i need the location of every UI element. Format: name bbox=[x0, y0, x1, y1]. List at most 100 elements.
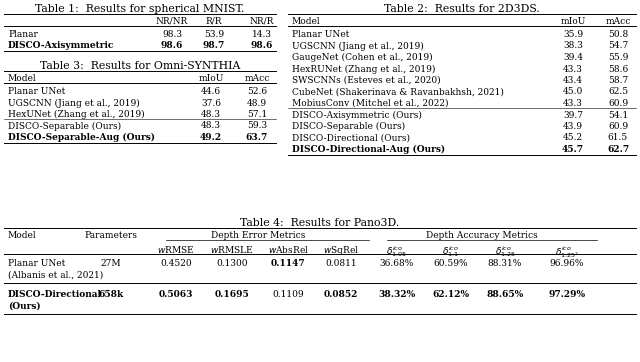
Text: 45.7: 45.7 bbox=[562, 145, 584, 154]
Text: 48.3: 48.3 bbox=[201, 110, 221, 119]
Text: Depth Error Metrics: Depth Error Metrics bbox=[211, 231, 306, 240]
Text: 39.4: 39.4 bbox=[563, 53, 583, 62]
Text: mIoU: mIoU bbox=[198, 74, 224, 83]
Text: 0.1695: 0.1695 bbox=[214, 290, 250, 299]
Text: (Albanis et al., 2021): (Albanis et al., 2021) bbox=[8, 270, 103, 279]
Text: MobiusConv (Mitchel et al., 2022): MobiusConv (Mitchel et al., 2022) bbox=[292, 99, 449, 108]
Text: DISCO-Directional: DISCO-Directional bbox=[8, 290, 102, 299]
Text: CubeNet (Shakerinava & Ravanbakhsh, 2021): CubeNet (Shakerinava & Ravanbakhsh, 2021… bbox=[292, 88, 504, 97]
Text: UGSCNN (Jiang et al., 2019): UGSCNN (Jiang et al., 2019) bbox=[8, 98, 140, 108]
Text: DISCO-Axisymmetric: DISCO-Axisymmetric bbox=[8, 42, 115, 51]
Text: mAcc: mAcc bbox=[605, 17, 630, 26]
Text: Table 2:  Results for 2D3DS.: Table 2: Results for 2D3DS. bbox=[384, 4, 540, 14]
Text: 0.5063: 0.5063 bbox=[159, 290, 193, 299]
Text: $\delta^{ico}_{1.1}$: $\delta^{ico}_{1.1}$ bbox=[442, 244, 460, 259]
Text: $\delta^{ico}_{1.25}$: $\delta^{ico}_{1.25}$ bbox=[495, 244, 515, 259]
Text: 35.9: 35.9 bbox=[563, 30, 583, 39]
Text: 0.1147: 0.1147 bbox=[271, 259, 305, 268]
Text: DISCO-Separable (Ours): DISCO-Separable (Ours) bbox=[8, 122, 121, 131]
Text: UGSCNN (Jiang et al., 2019): UGSCNN (Jiang et al., 2019) bbox=[292, 42, 424, 51]
Text: 39.7: 39.7 bbox=[563, 110, 583, 119]
Text: DISCO-Axisymmetric (Ours): DISCO-Axisymmetric (Ours) bbox=[292, 110, 422, 119]
Text: 43.4: 43.4 bbox=[563, 76, 583, 85]
Text: $w$AbsRel: $w$AbsRel bbox=[268, 244, 308, 255]
Text: 0.0811: 0.0811 bbox=[325, 259, 357, 268]
Text: R/R: R/R bbox=[205, 17, 222, 26]
Text: Table 1:  Results for spherical MNIST.: Table 1: Results for spherical MNIST. bbox=[35, 4, 244, 14]
Text: 53.9: 53.9 bbox=[204, 30, 224, 39]
Text: 49.2: 49.2 bbox=[200, 133, 222, 142]
Text: 45.0: 45.0 bbox=[563, 88, 583, 97]
Text: 97.29%: 97.29% bbox=[548, 290, 586, 299]
Text: 43.3: 43.3 bbox=[563, 99, 583, 108]
Text: $w$SqRel: $w$SqRel bbox=[323, 244, 359, 257]
Text: Model: Model bbox=[8, 231, 36, 240]
Text: 43.9: 43.9 bbox=[563, 122, 583, 131]
Text: $w$RMSE: $w$RMSE bbox=[157, 244, 195, 255]
Text: HexRUNet (Zhang et al., 2019): HexRUNet (Zhang et al., 2019) bbox=[292, 64, 435, 73]
Text: 0.1109: 0.1109 bbox=[272, 290, 304, 299]
Text: DISCO-Separable (Ours): DISCO-Separable (Ours) bbox=[292, 122, 405, 131]
Text: 60.9: 60.9 bbox=[608, 122, 628, 131]
Text: Model: Model bbox=[8, 74, 36, 83]
Text: 57.1: 57.1 bbox=[247, 110, 267, 119]
Text: mAcc: mAcc bbox=[244, 74, 269, 83]
Text: 44.6: 44.6 bbox=[201, 87, 221, 96]
Text: DISCO-Directional-Aug (Ours): DISCO-Directional-Aug (Ours) bbox=[292, 145, 445, 154]
Text: $\delta^{ico}_{1.25^2}$: $\delta^{ico}_{1.25^2}$ bbox=[556, 244, 579, 260]
Text: DISCO-Directional (Ours): DISCO-Directional (Ours) bbox=[292, 134, 410, 143]
Text: Model: Model bbox=[292, 17, 321, 26]
Text: Planar: Planar bbox=[8, 30, 38, 39]
Text: $w$RMSLE: $w$RMSLE bbox=[211, 244, 253, 255]
Text: 98.7: 98.7 bbox=[203, 42, 225, 51]
Text: 96.96%: 96.96% bbox=[550, 259, 584, 268]
Text: GaugeNet (Cohen et al., 2019): GaugeNet (Cohen et al., 2019) bbox=[292, 53, 433, 62]
Text: 62.5: 62.5 bbox=[608, 88, 628, 97]
Text: 58.7: 58.7 bbox=[608, 76, 628, 85]
Text: 88.65%: 88.65% bbox=[486, 290, 524, 299]
Text: HexUNet (Zhang et al., 2019): HexUNet (Zhang et al., 2019) bbox=[8, 110, 145, 119]
Text: 60.9: 60.9 bbox=[608, 99, 628, 108]
Text: 54.1: 54.1 bbox=[608, 110, 628, 119]
Text: 0.1300: 0.1300 bbox=[216, 259, 248, 268]
Text: (Ours): (Ours) bbox=[8, 302, 40, 311]
Text: 38.32%: 38.32% bbox=[378, 290, 415, 299]
Text: 36.68%: 36.68% bbox=[380, 259, 414, 268]
Text: 60.59%: 60.59% bbox=[434, 259, 468, 268]
Text: DISCO-Separable-Aug (Ours): DISCO-Separable-Aug (Ours) bbox=[8, 133, 155, 142]
Text: mIoU: mIoU bbox=[560, 17, 586, 26]
Text: 48.9: 48.9 bbox=[247, 98, 267, 108]
Text: 48.3: 48.3 bbox=[201, 122, 221, 130]
Text: Parameters: Parameters bbox=[84, 231, 138, 240]
Text: 0.4520: 0.4520 bbox=[160, 259, 192, 268]
Text: Planar UNet: Planar UNet bbox=[8, 259, 65, 268]
Text: 59.3: 59.3 bbox=[247, 122, 267, 130]
Text: 62.12%: 62.12% bbox=[433, 290, 470, 299]
Text: 43.3: 43.3 bbox=[563, 64, 583, 73]
Text: 98.6: 98.6 bbox=[161, 42, 183, 51]
Text: 58.6: 58.6 bbox=[608, 64, 628, 73]
Text: SWSCNNs (Esteves et al., 2020): SWSCNNs (Esteves et al., 2020) bbox=[292, 76, 440, 85]
Text: NR/NR: NR/NR bbox=[156, 17, 188, 26]
Text: 63.7: 63.7 bbox=[246, 133, 268, 142]
Text: $\delta^{ico}_{1.05}$: $\delta^{ico}_{1.05}$ bbox=[387, 244, 408, 259]
Text: 55.9: 55.9 bbox=[608, 53, 628, 62]
Text: 37.6: 37.6 bbox=[201, 98, 221, 108]
Text: 50.8: 50.8 bbox=[608, 30, 628, 39]
Text: Planar UNet: Planar UNet bbox=[8, 87, 65, 96]
Text: 52.6: 52.6 bbox=[247, 87, 267, 96]
Text: 54.7: 54.7 bbox=[608, 42, 628, 51]
Text: 27M: 27M bbox=[100, 259, 122, 268]
Text: Planar UNet: Planar UNet bbox=[292, 30, 349, 39]
Text: 98.3: 98.3 bbox=[162, 30, 182, 39]
Text: 61.5: 61.5 bbox=[608, 134, 628, 143]
Text: 38.3: 38.3 bbox=[563, 42, 583, 51]
Text: 98.6: 98.6 bbox=[251, 42, 273, 51]
Text: 45.2: 45.2 bbox=[563, 134, 583, 143]
Text: Table 4:  Results for Pano3D.: Table 4: Results for Pano3D. bbox=[241, 218, 399, 228]
Text: 62.7: 62.7 bbox=[607, 145, 629, 154]
Text: Table 3:  Results for Omni-SYNTHIA: Table 3: Results for Omni-SYNTHIA bbox=[40, 61, 240, 71]
Text: 14.3: 14.3 bbox=[252, 30, 272, 39]
Text: NR/R: NR/R bbox=[250, 17, 274, 26]
Text: 88.31%: 88.31% bbox=[488, 259, 522, 268]
